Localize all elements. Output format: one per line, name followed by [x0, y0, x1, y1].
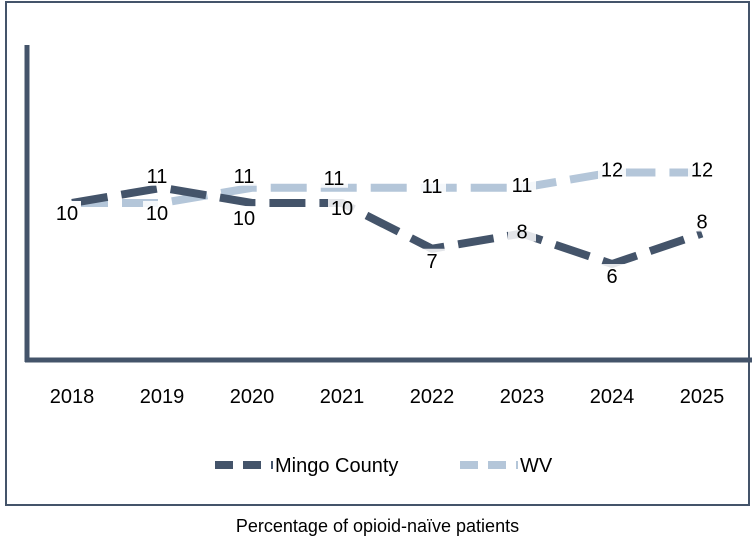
x-tick-label: 2019 [140, 386, 185, 408]
data-label: 12 [601, 160, 623, 182]
data-label: 11 [512, 175, 533, 197]
data-label: 11 [147, 166, 168, 188]
data-label: 10 [233, 208, 255, 230]
data-label-bg [688, 209, 716, 232]
data-label-bg [230, 163, 258, 186]
data-label-bg [53, 201, 81, 223]
series-line-wv [72, 168, 702, 207]
x-tick-label: 2022 [410, 386, 455, 408]
data-label-bg [598, 264, 626, 286]
data-label: 10 [331, 198, 353, 220]
x-tick-label: 2025 [680, 386, 725, 408]
legend-label: WV [520, 455, 553, 477]
data-label-bg [418, 173, 446, 196]
data-label: 10 [146, 203, 168, 225]
legend-label: Mingo County [275, 455, 398, 477]
data-label-bg [320, 165, 348, 188]
data-label-bg [508, 172, 536, 195]
data-label-bg [418, 248, 446, 271]
x-tick-label: 2023 [500, 386, 545, 408]
data-label: 7 [426, 251, 437, 273]
x-tick-label: 2020 [230, 386, 275, 408]
data-label-bg [688, 157, 716, 180]
data-label: 8 [696, 212, 707, 234]
data-label: 8 [516, 222, 527, 244]
data-label-bg [598, 157, 626, 180]
x-tick-label: 2018 [50, 386, 95, 408]
chart-caption: Percentage of opioid-naïve patients [235, 516, 520, 536]
data-label: 11 [324, 168, 345, 190]
data-label: 11 [422, 176, 443, 198]
data-label: 12 [691, 160, 713, 182]
x-tick-label: 2024 [590, 386, 635, 408]
data-label: 6 [606, 266, 617, 288]
data-label: 11 [234, 166, 255, 188]
data-label-bg [143, 163, 171, 186]
data-label-bg [230, 206, 258, 228]
chart-frame [5, 1, 750, 506]
data-label-bg [328, 196, 356, 218]
data-label-bg [143, 201, 171, 223]
data-label: 10 [56, 203, 78, 225]
series-line-mingo-county [71, 183, 704, 268]
data-label-bg [508, 219, 536, 242]
x-tick-label: 2021 [320, 386, 365, 408]
